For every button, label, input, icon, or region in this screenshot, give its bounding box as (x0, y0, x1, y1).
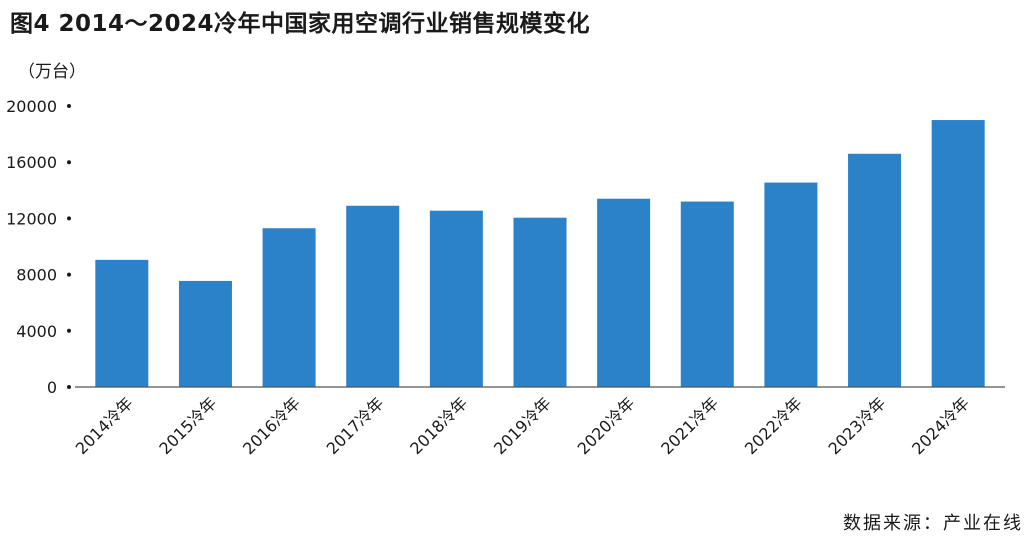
bar-2019冷年 (513, 217, 567, 387)
y-tick-label: 20000 (6, 97, 57, 116)
chart-title: 图4 2014～2024冷年中国家用空调行业销售规模变化 (10, 11, 591, 37)
x-axis-labels: 2014冷年 2015冷年 2016冷年 2017冷年 2018冷年 2019冷年 2020… (72, 393, 973, 458)
x-category-label: 2015冷年 (155, 393, 220, 458)
y-axis-ticks: 0 4000 8000 12000 16000 20000 (6, 97, 71, 397)
y-tick-label: 0 (47, 378, 57, 397)
x-category-label: 2018冷年 (406, 393, 471, 458)
x-category-label: 2021冷年 (657, 393, 722, 458)
y-tick-label: 12000 (6, 209, 57, 228)
x-category-label: 2024冷年 (908, 393, 973, 458)
bar-2017冷年 (346, 205, 400, 387)
bar-2016冷年 (262, 228, 316, 387)
y-tick-mark (67, 328, 71, 333)
y-axis-unit-label: （万台） (18, 62, 86, 82)
data-source-note: 数据来源：产业在线 (843, 513, 1023, 534)
x-category-label: 2019冷年 (490, 393, 555, 458)
y-tick-mark (67, 216, 71, 221)
bar-2021冷年 (680, 201, 734, 387)
y-tick-label: 16000 (6, 153, 57, 172)
x-category-label: 2017冷年 (323, 393, 388, 458)
x-category-label: 2023冷年 (825, 393, 890, 458)
bar-2015冷年 (178, 280, 232, 387)
x-category-label: 2016冷年 (239, 393, 304, 458)
bar-2024冷年 (931, 120, 985, 388)
bar-2022冷年 (764, 182, 818, 387)
y-tick-label: 4000 (16, 322, 57, 341)
x-category-label: 2014冷年 (72, 393, 137, 458)
bar-series (95, 120, 985, 388)
x-category-label: 2022冷年 (741, 393, 806, 458)
bar-2023冷年 (848, 153, 902, 387)
bar-2014冷年 (95, 259, 149, 387)
y-tick-mark (67, 385, 71, 389)
bar-2018冷年 (429, 210, 483, 387)
y-tick-mark (67, 272, 71, 277)
y-tick-label: 8000 (16, 266, 57, 285)
y-tick-mark (67, 104, 71, 108)
y-tick-mark (67, 160, 71, 165)
bar-2020冷年 (597, 198, 651, 387)
x-category-label: 2020冷年 (574, 393, 639, 458)
